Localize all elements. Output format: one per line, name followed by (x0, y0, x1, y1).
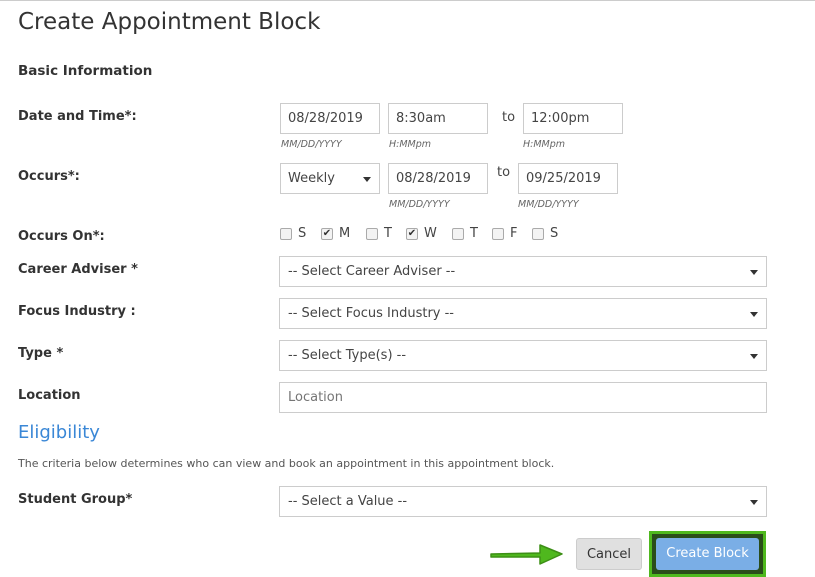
focus-industry-value: -- Select Focus Industry -- (288, 306, 454, 321)
checkbox-icon[interactable] (492, 227, 504, 240)
date-hint: MM/DD/YYYY (281, 139, 342, 150)
checkbox-icon[interactable] (280, 227, 292, 240)
day-checkbox[interactable]: S (280, 226, 306, 241)
chevron-down-icon (750, 354, 758, 359)
career-adviser-label: Career Adviser * (18, 262, 138, 277)
day-label: S (550, 226, 559, 241)
checkbox-icon[interactable]: ✔ (406, 227, 418, 240)
type-select[interactable]: -- Select Type(s) -- (279, 340, 767, 371)
career-adviser-value: -- Select Career Adviser -- (288, 264, 456, 279)
focus-industry-select[interactable]: -- Select Focus Industry -- (279, 298, 767, 329)
day-label: F (510, 226, 518, 241)
occurs-label: Occurs*: (18, 169, 80, 184)
section-basic-information: Basic Information (18, 63, 153, 79)
day-label: T (384, 226, 392, 241)
to-label: to (497, 165, 511, 180)
chevron-down-icon (363, 177, 371, 182)
frequency-select[interactable]: Weekly (280, 163, 380, 194)
occurs-end-input[interactable]: 09/25/2019 (518, 163, 618, 194)
chevron-down-icon (750, 312, 758, 317)
day-label: T (470, 226, 478, 241)
to-label: to (502, 110, 516, 125)
end-time-hint: H:MMpm (523, 139, 566, 150)
checkbox-icon[interactable] (366, 227, 378, 240)
date-time-label: Date and Time*: (18, 109, 137, 124)
type-label: Type * (18, 346, 64, 361)
day-label: M (339, 226, 351, 241)
create-block-button[interactable]: Create Block (656, 538, 759, 570)
day-checkbox[interactable]: ✔ W (406, 226, 437, 241)
focus-industry-label: Focus Industry : (18, 304, 136, 319)
cancel-button[interactable]: Cancel (576, 538, 642, 570)
occurs-start-input[interactable]: 08/28/2019 (388, 163, 488, 194)
day-checkbox[interactable]: T (452, 226, 478, 241)
eligibility-description: The criteria below determines who can vi… (18, 457, 555, 470)
occurs-on-label: Occurs On*: (18, 229, 105, 244)
page-title: Create Appointment Block (18, 9, 321, 35)
career-adviser-select[interactable]: -- Select Career Adviser -- (279, 256, 767, 287)
date-input[interactable]: 08/28/2019 (280, 103, 380, 134)
student-group-value: -- Select a Value -- (288, 494, 408, 509)
eligibility-heading: Eligibility (18, 422, 100, 443)
type-value: -- Select Type(s) -- (288, 348, 407, 363)
arrow-right-icon (490, 544, 563, 565)
day-checkbox[interactable]: S (532, 226, 558, 241)
location-input[interactable] (279, 382, 767, 413)
occurs-start-hint: MM/DD/YYYY (389, 199, 450, 210)
frequency-value: Weekly (288, 171, 335, 186)
day-checkbox[interactable]: F (492, 226, 517, 241)
start-time-input[interactable]: 8:30am (388, 103, 488, 134)
location-label: Location (18, 388, 81, 403)
checkbox-icon[interactable] (532, 227, 544, 240)
chevron-down-icon (750, 270, 758, 275)
checkbox-icon[interactable] (452, 227, 464, 240)
end-time-input[interactable]: 12:00pm (523, 103, 623, 134)
start-time-hint: H:MMpm (389, 139, 432, 150)
occurs-end-hint: MM/DD/YYYY (518, 199, 579, 210)
day-label: S (298, 226, 307, 241)
chevron-down-icon (750, 500, 758, 505)
checkbox-icon[interactable]: ✔ (321, 227, 333, 240)
day-checkbox[interactable]: T (366, 226, 392, 241)
day-checkbox[interactable]: ✔ M (321, 226, 350, 241)
student-group-select[interactable]: -- Select a Value -- (279, 486, 767, 517)
student-group-label: Student Group* (18, 492, 133, 507)
day-label: W (424, 226, 437, 241)
